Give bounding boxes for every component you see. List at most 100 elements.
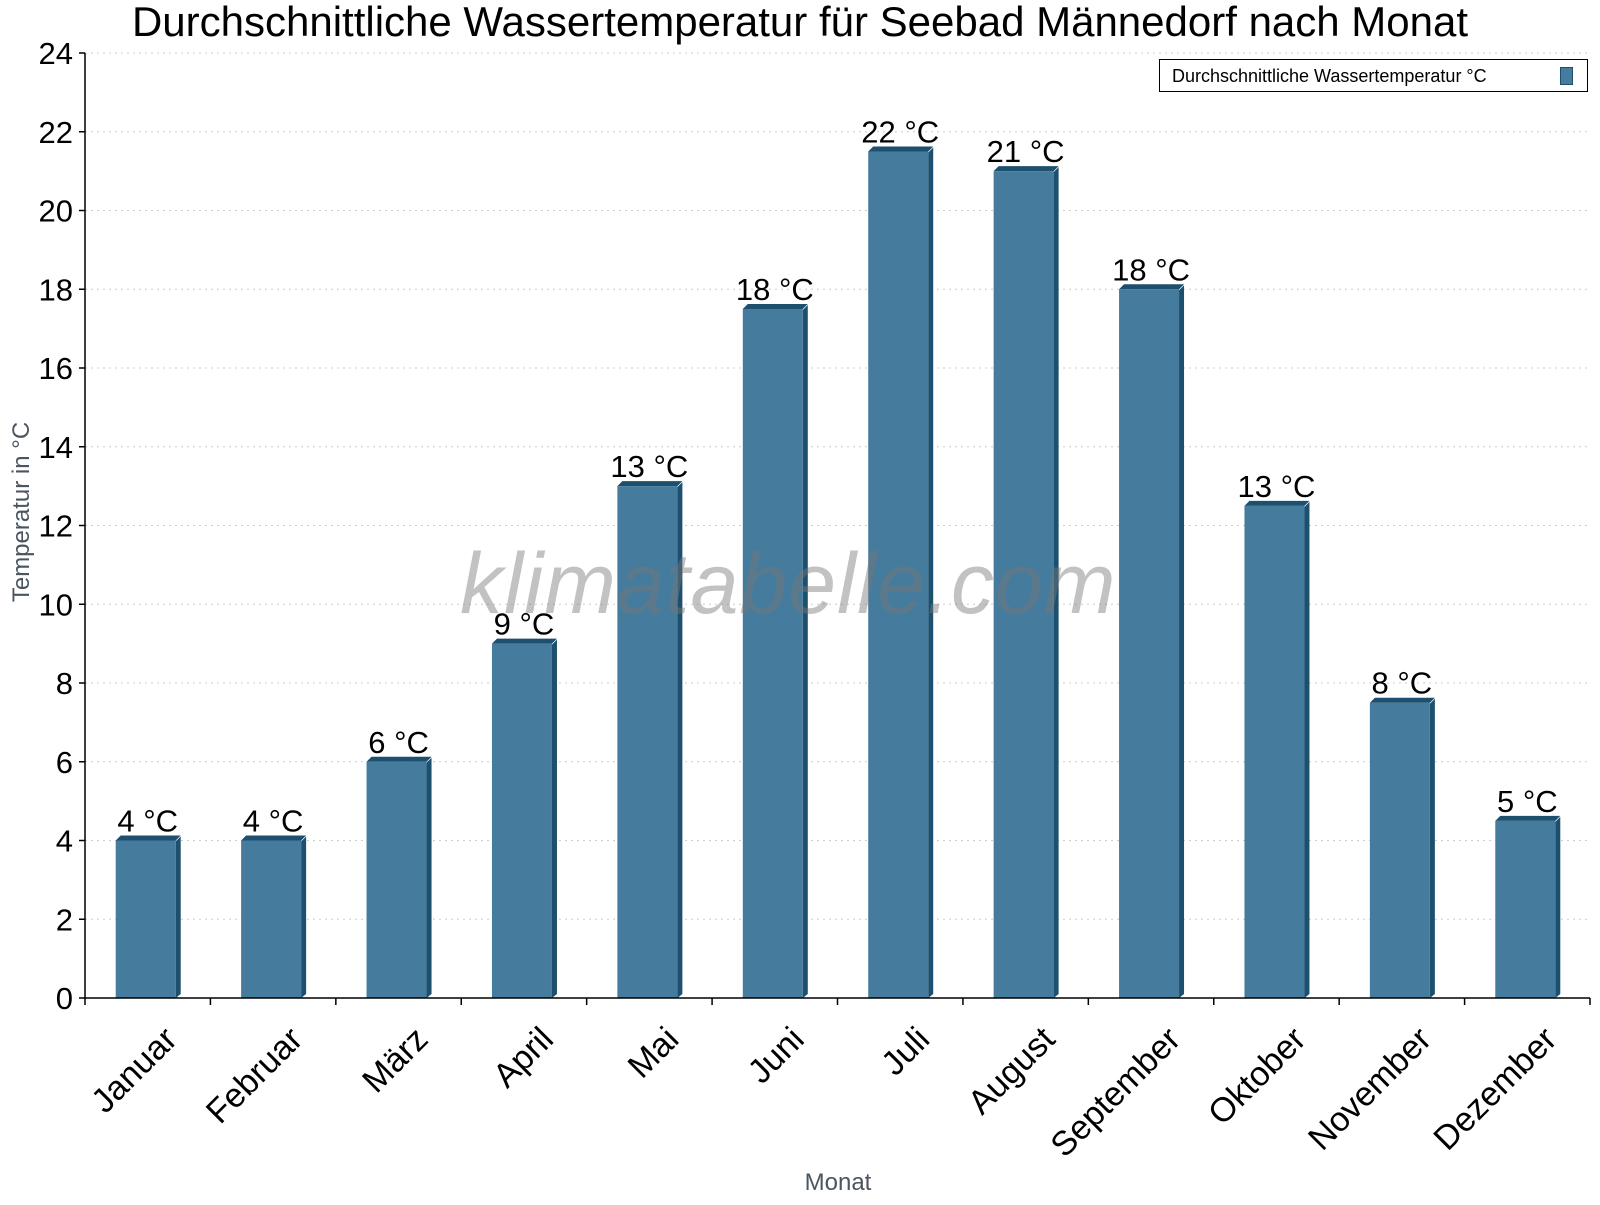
bar-top xyxy=(115,835,181,841)
y-tick-label: 24 xyxy=(39,36,73,71)
bar-side xyxy=(802,304,808,998)
bar-april xyxy=(491,638,557,998)
watermark: klimatabelle.com xyxy=(460,536,1117,632)
grid-lines xyxy=(85,52,1590,920)
bar xyxy=(366,761,427,998)
bar-side xyxy=(1304,501,1310,998)
bar-juni xyxy=(742,303,808,998)
y-axis-title: Temperatur in °C xyxy=(8,422,35,602)
bar xyxy=(1369,702,1430,998)
x-tick-labels: Januar Februar März April Mai Juni Juli AugustS… xyxy=(84,1020,1564,1165)
data-label: 4 °C xyxy=(117,804,178,839)
data-label: 13 °C xyxy=(1238,469,1316,504)
bar-top xyxy=(491,638,557,644)
x-tick-label: April xyxy=(486,1020,561,1095)
x-tick-label: Mai xyxy=(621,1020,687,1086)
bar-top xyxy=(868,146,934,152)
bar-august xyxy=(993,166,1059,998)
data-label: 6 °C xyxy=(368,725,429,760)
bar-juli xyxy=(868,146,934,998)
bar-februar xyxy=(241,835,307,998)
bar xyxy=(868,151,929,998)
bar-side xyxy=(551,639,557,998)
y-tick-label: 20 xyxy=(39,194,73,229)
data-label: 22 °C xyxy=(861,114,939,149)
bars xyxy=(115,146,1561,998)
y-tick-label: 12 xyxy=(39,509,73,544)
data-label: 21 °C xyxy=(987,134,1065,169)
bar-top xyxy=(366,756,432,762)
bar xyxy=(491,643,552,998)
bar-side xyxy=(1429,698,1435,998)
bar-side xyxy=(426,757,432,998)
legend: Durchschnittliche Wassertemperatur °C xyxy=(1159,59,1588,92)
bar xyxy=(993,171,1054,998)
y-tick-label: 16 xyxy=(39,351,73,386)
bar-top xyxy=(1119,284,1185,290)
data-labels: 4 °C 4 °C 6 °C 9 °C 13 °C 18 °C 22 °C 21 °C 18 °… xyxy=(117,114,1557,838)
bar-top xyxy=(1244,500,1310,506)
bar-top xyxy=(993,166,1059,172)
x-tick-label: Februar xyxy=(199,1020,310,1131)
data-label: 5 °C xyxy=(1497,784,1558,819)
bar-top xyxy=(241,835,307,841)
x-tick-label: September xyxy=(1043,1020,1187,1164)
y-tick-label: 14 xyxy=(39,430,73,465)
bar-november xyxy=(1369,697,1435,998)
axes xyxy=(79,52,1591,1005)
data-label: 13 °C xyxy=(610,449,688,484)
x-tick-label: Oktober xyxy=(1201,1020,1313,1132)
y-tick-label: 8 xyxy=(56,666,73,701)
bar-side xyxy=(928,147,934,998)
y-tick-label: 0 xyxy=(56,981,73,1016)
bar-dezember xyxy=(1495,815,1561,998)
bar-side xyxy=(1555,816,1561,998)
x-tick-label: Juli xyxy=(874,1020,937,1083)
data-label: 9 °C xyxy=(494,607,555,642)
bar-side xyxy=(301,836,307,998)
y-tick-label: 18 xyxy=(39,272,73,307)
y-tick-label: 6 xyxy=(56,745,73,780)
bar-märz xyxy=(366,756,432,998)
bar-september xyxy=(1119,284,1185,998)
bar-side xyxy=(1179,285,1185,998)
y-tick-label: 2 xyxy=(56,902,73,937)
data-label: 18 °C xyxy=(1112,252,1190,287)
bar xyxy=(1495,820,1556,998)
x-tick-label: November xyxy=(1301,1020,1439,1158)
bar-side xyxy=(1053,167,1059,998)
bar-januar xyxy=(115,835,181,998)
x-tick-label: März xyxy=(355,1020,435,1100)
x-tick-label: Juni xyxy=(741,1020,812,1091)
legend-label: Durchschnittliche Wassertemperatur °C xyxy=(1172,66,1487,86)
bar xyxy=(1244,505,1305,998)
bar xyxy=(742,308,803,998)
bar-side xyxy=(677,482,683,998)
legend-swatch-icon xyxy=(1560,67,1573,85)
y-tick-label: 10 xyxy=(39,587,73,622)
bar-top xyxy=(617,481,683,487)
bar-side xyxy=(175,836,181,998)
data-label: 4 °C xyxy=(243,804,304,839)
bar-top xyxy=(1495,815,1561,821)
x-tick-label: Januar xyxy=(84,1020,184,1120)
bar-mai xyxy=(617,481,683,998)
bar xyxy=(115,840,176,998)
bar xyxy=(241,840,302,998)
bar xyxy=(1119,289,1180,998)
y-tick-label: 4 xyxy=(56,824,73,859)
x-axis-title: Monat xyxy=(805,1169,872,1196)
data-label: 18 °C xyxy=(736,272,814,307)
data-label: 8 °C xyxy=(1372,666,1433,701)
x-tick-label: August xyxy=(961,1020,1063,1122)
x-tick-label: Dezember xyxy=(1426,1020,1564,1158)
bar xyxy=(617,486,678,998)
chart-title: Durchschnittliche Wassertemperatur für S… xyxy=(132,0,1468,45)
bar-top xyxy=(742,303,808,309)
y-tick-label: 22 xyxy=(39,115,73,150)
bar-oktober xyxy=(1244,500,1310,998)
bar-top xyxy=(1369,697,1435,703)
